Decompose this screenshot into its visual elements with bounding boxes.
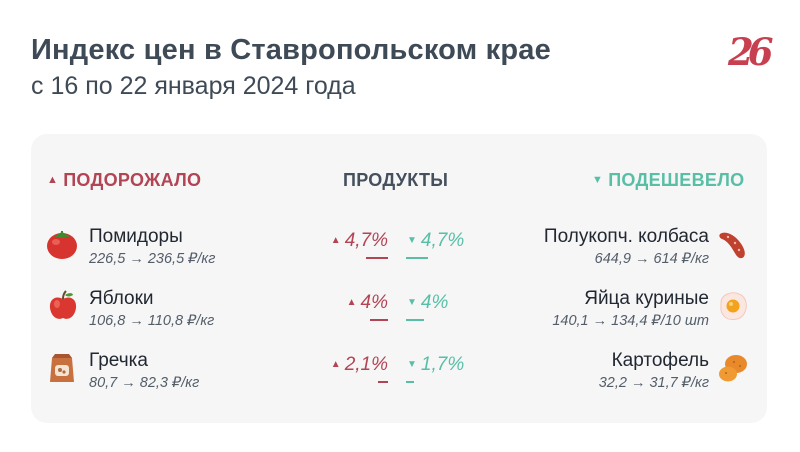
change-down-value: 4% (420, 292, 449, 313)
change-up-bar (370, 319, 388, 321)
product-name-up: Помидоры (89, 226, 183, 247)
triangle-up-icon: ▲ (47, 174, 59, 186)
triangle-up-icon: ▲ (330, 359, 341, 370)
fried-egg-icon (720, 292, 747, 320)
change-down-bar (406, 257, 428, 259)
product-name-down: Полукопч. колбаса (543, 226, 709, 247)
triangle-down-icon: ▼ (407, 235, 417, 246)
product-price-down: 140,1 → 134,4 ₽/10 шт (552, 313, 709, 329)
product-price-up: 80,7 → 82,3 ₽/кг (89, 375, 200, 391)
product-price-down: 644,9 → 614 ₽/кг (594, 251, 709, 267)
product-name-up: Яблоки (89, 288, 154, 309)
product-price-up: 106,8 → 110,8 ₽/кг (89, 313, 215, 329)
page-title: Индекс цен в Ставропольском крае (31, 34, 551, 66)
column-header-down-label: ПОДЕШЕВЕЛО (608, 170, 745, 190)
table-row: Помидоры 226,5 → 236,5 ₽/кг ▲ 4,7% ▼ 4,7% … (0, 226, 800, 293)
change-down-value: 1,7% (420, 354, 465, 375)
column-header-up-label: ПОДОРОЖАЛО (63, 170, 202, 190)
change-up-label: ▲ 4% (347, 292, 388, 314)
tomato-icon (47, 231, 77, 259)
change-up-value: 4,7% (344, 230, 388, 251)
change-down-label: ▼ 4% (407, 292, 448, 314)
change-down-value: 4,7% (420, 230, 465, 251)
column-header-products: ПРОДУКТЫ (343, 170, 449, 190)
triangle-up-icon: ▲ (330, 235, 341, 246)
change-up-label: ▲ 2,1% (331, 354, 388, 376)
change-up-bar (366, 257, 388, 259)
product-name-down: Картофель (611, 350, 709, 371)
change-down-label: ▼ 1,7% (407, 354, 464, 376)
table-row: Гречка 80,7 → 82,3 ₽/кг ▲ 2,1% ▼ 1,7% Карт… (0, 350, 800, 417)
change-down-bar (406, 319, 424, 321)
product-price-down: 32,2 → 31,7 ₽/кг (598, 375, 709, 391)
product-name-up: Гречка (89, 350, 148, 371)
change-up-label: ▲ 4,7% (331, 230, 388, 252)
change-up-value: 2,1% (344, 354, 388, 375)
potato-icon (719, 355, 747, 382)
triangle-up-icon: ▲ (346, 297, 357, 308)
page-subtitle: с 16 по 22 января 2024 года (31, 72, 356, 100)
sausage-icon (719, 232, 745, 259)
triangle-down-icon: ▼ (407, 359, 417, 370)
change-down-bar (406, 381, 414, 383)
product-price-up: 226,5 → 236,5 ₽/кг (89, 251, 216, 267)
column-header-up: ▲ ПОДОРОЖАЛО (47, 170, 201, 191)
apple-icon (49, 290, 77, 319)
table-row: Яблоки 106,8 → 110,8 ₽/кг ▲ 4% ▼ 4% Яйца к… (0, 288, 800, 355)
change-up-bar (378, 381, 388, 383)
triangle-down-icon: ▼ (407, 297, 417, 308)
product-name-down: Яйца куриные (584, 288, 709, 309)
change-up-value: 4% (360, 292, 388, 313)
buckwheat-bag-icon (50, 354, 74, 382)
price-panel (31, 134, 767, 423)
logo: 26 (728, 30, 773, 74)
change-down-label: ▼ 4,7% (407, 230, 464, 252)
column-header-down: ▼ ПОДЕШЕВЕЛО (592, 170, 744, 191)
triangle-down-icon: ▼ (592, 174, 604, 186)
